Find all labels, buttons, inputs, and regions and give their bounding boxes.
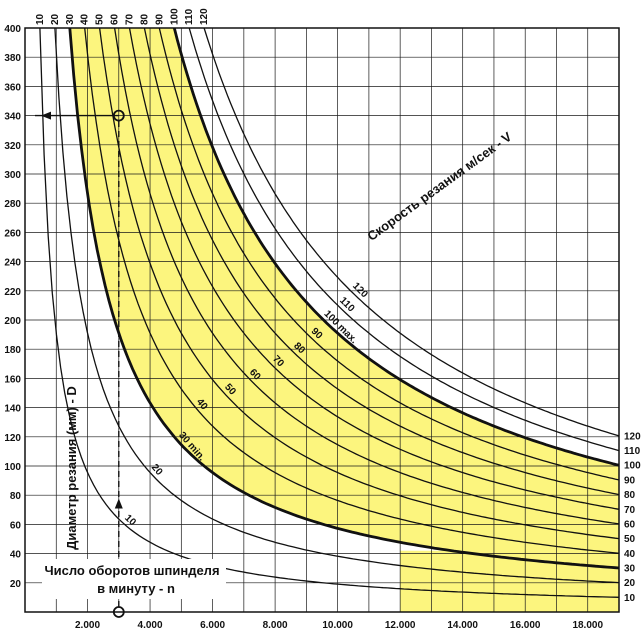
y-tick-label: 160 — [4, 374, 21, 385]
x-tick-label: 10.000 — [322, 620, 353, 631]
y-tick-label: 200 — [4, 316, 21, 327]
y-tick-label: 100 — [4, 462, 21, 473]
y-tick-label: 300 — [4, 170, 21, 181]
x-tick-label: 14.000 — [447, 620, 478, 631]
top-speed-label: 40 — [80, 13, 91, 25]
y-tick-label: 180 — [4, 345, 21, 356]
top-speed-label: 60 — [110, 13, 121, 25]
speed-curve-70 — [128, 27, 620, 510]
y-tick-label: 320 — [4, 141, 21, 152]
top-speed-label: 20 — [50, 13, 61, 25]
x-tick-label: 12.000 — [385, 620, 416, 631]
right-speed-label: 60 — [624, 519, 636, 530]
speed-curve-90 — [158, 27, 620, 481]
example-marker-top — [112, 109, 125, 122]
y-tick-label: 60 — [10, 520, 22, 531]
y-tick-label: 240 — [4, 258, 21, 269]
speed-curve-120 — [203, 27, 620, 437]
top-speed-label: 120 — [199, 8, 210, 25]
speed-curve-20 — [54, 27, 620, 584]
right-speed-label: 70 — [624, 505, 636, 516]
top-speed-label: 90 — [154, 13, 165, 25]
right-speed-label: 20 — [624, 578, 636, 589]
top-speed-label: 50 — [95, 13, 106, 25]
right-speed-label: 40 — [624, 549, 636, 560]
speed-curve-30 — [68, 27, 620, 570]
y-tick-label: 340 — [4, 112, 21, 123]
x-tick-label: 18.000 — [572, 620, 603, 631]
x-axis-title-line-2: в минуту - n — [97, 581, 175, 596]
y-tick-label: 80 — [10, 491, 22, 502]
right-speed-label: 10 — [624, 593, 636, 604]
right-speed-label: 100 — [624, 461, 641, 472]
y-tick-label: 140 — [4, 404, 21, 415]
x-axis-title-background — [42, 559, 226, 599]
y-tick-label: 360 — [4, 82, 21, 93]
y-tick-label: 400 — [4, 24, 21, 35]
y-tick-label: 120 — [4, 433, 21, 444]
right-speed-labels: 120 110 100 90 80 70 60 50 40 30 20 10 — [624, 431, 641, 603]
x-tick-label: 8.000 — [263, 620, 288, 631]
right-speed-label: 120 — [624, 431, 641, 442]
speed-curve-80 — [143, 27, 620, 496]
right-speed-label: 90 — [624, 475, 636, 486]
speed-curve-40 — [84, 27, 620, 554]
x-tick-label: 6.000 — [200, 620, 225, 631]
x-tick-label: 2.000 — [75, 620, 100, 631]
right-speed-label: 30 — [624, 563, 636, 574]
y-tick-label: 20 — [10, 579, 22, 590]
x-tick-label: 16.000 — [510, 620, 541, 631]
x-tick-label: 4.000 — [138, 620, 163, 631]
y-tick-label: 260 — [4, 228, 21, 239]
top-speed-label: 70 — [125, 13, 136, 25]
x-axis-title-line-1: Число оборотов шпинделя — [44, 563, 219, 578]
y-tick-label: 380 — [4, 53, 21, 64]
top-speed-label: 80 — [139, 13, 150, 25]
top-speed-label: 30 — [65, 13, 76, 25]
right-speed-label: 80 — [624, 490, 636, 501]
example-arrow-left — [41, 111, 51, 120]
right-speed-label: 110 — [624, 446, 641, 457]
top-speed-label: 10 — [35, 13, 46, 25]
y-tick-label: 280 — [4, 199, 21, 210]
top-speed-label: 100 — [169, 8, 180, 25]
x-tick-labels: 2.000 4.000 6.000 8.000 10.000 12.000 14.000 16… — [75, 620, 603, 631]
speed-curve-50 — [98, 27, 620, 540]
top-speed-labels: 10 20 30 40 50 60 70 80 90 100 110 120 — [35, 8, 210, 25]
y-axis-title: Диаметр резания (мм) - D — [64, 386, 79, 550]
y-tick-labels: 20 40 60 80 100 120 140 160 180 200 220 240 260 280 30… — [4, 24, 21, 590]
speed-curve-110 — [188, 27, 620, 452]
top-speed-label: 110 — [184, 8, 195, 25]
speed-curve-10 — [39, 27, 620, 598]
axes — [24, 27, 620, 613]
y-tick-label: 220 — [4, 287, 21, 298]
plot-frame — [24, 27, 620, 613]
example-arrow-up — [114, 498, 123, 509]
speed-curves — [39, 27, 620, 598]
speed-curve-60 — [113, 27, 620, 525]
speed-curve-100 — [172, 27, 620, 467]
y-tick-label: 40 — [10, 550, 22, 561]
right-speed-label: 50 — [624, 534, 636, 545]
